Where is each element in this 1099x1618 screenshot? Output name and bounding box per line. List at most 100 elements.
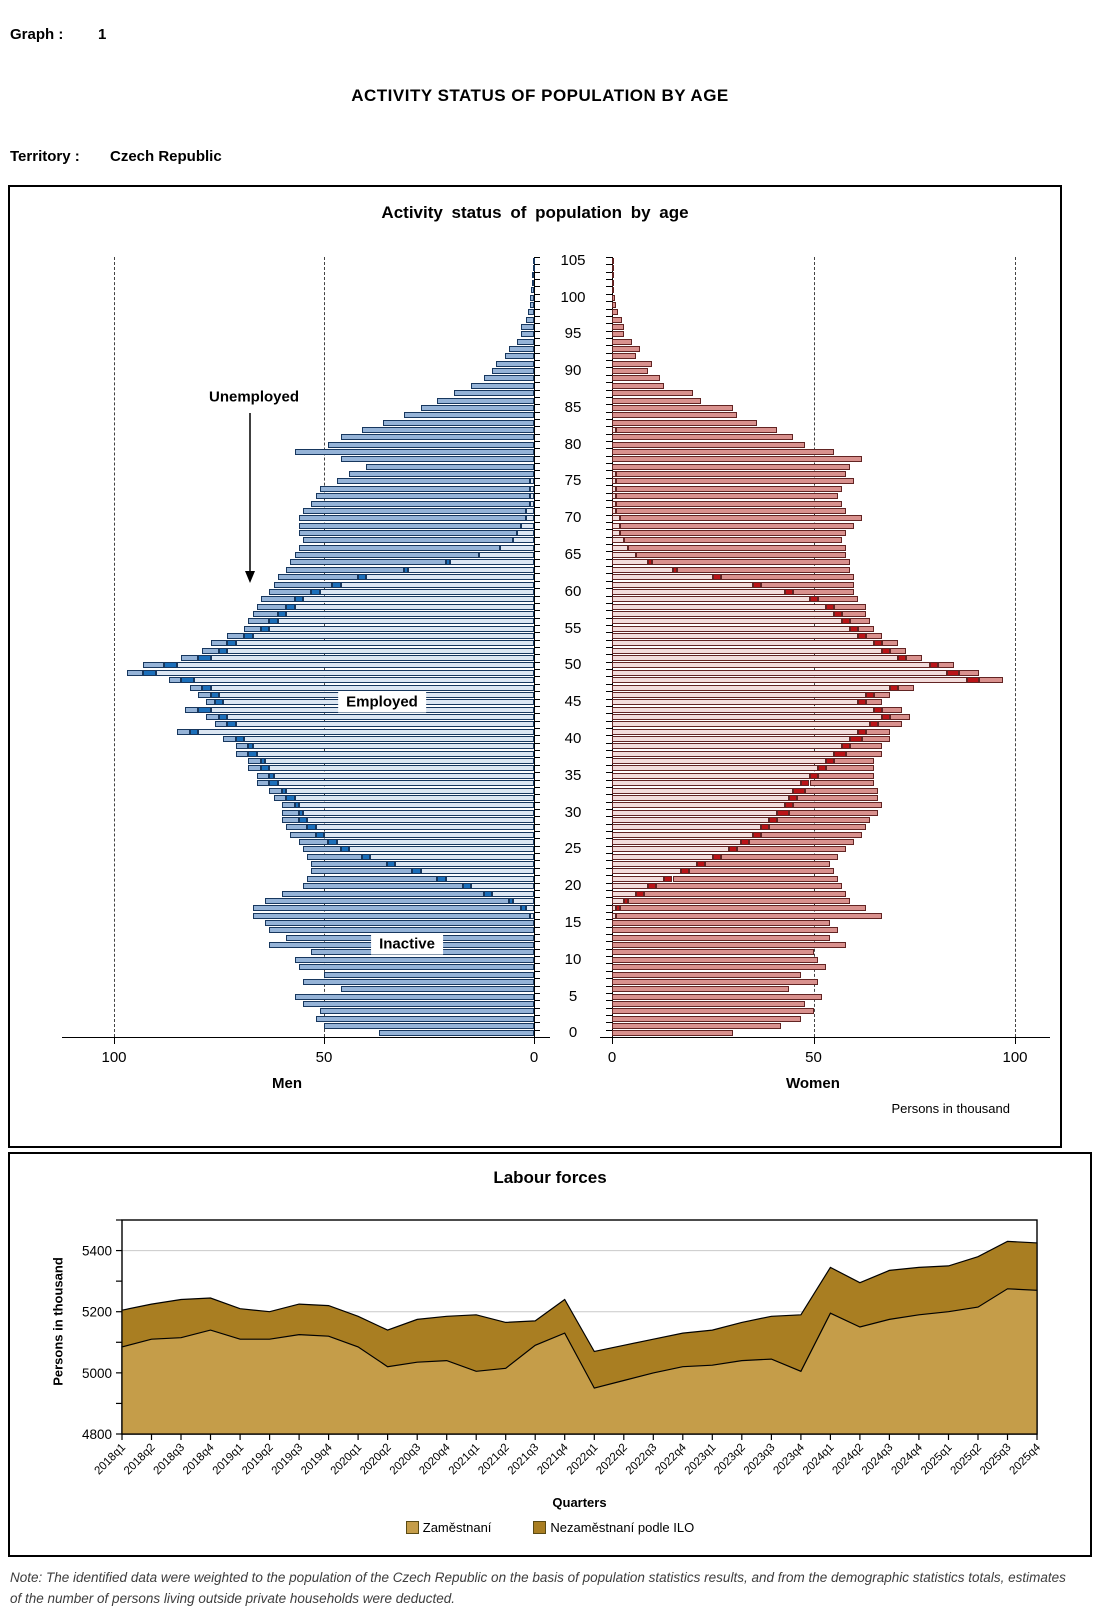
pyramid-bar-men-unemployed-age-37	[261, 758, 266, 765]
pyramid-bar-men-employed-age-69	[521, 522, 534, 529]
pyramid-bar-men-unemployed-age-49	[143, 669, 156, 676]
age-tick	[534, 742, 540, 744]
pyramid-bar-women-unemployed-age-64	[648, 559, 653, 566]
age-tick	[534, 735, 540, 737]
annotation-employed: Employed	[338, 691, 426, 713]
pyramid-bar-women-inactive-age-4	[612, 1000, 806, 1007]
labour-x-tick-label-2025q1: 2025q1	[919, 1442, 955, 1478]
age-tick	[606, 875, 612, 877]
legend-swatch-unemployed-icon	[533, 1521, 547, 1534]
pyramid-bar-women-employed-age-54	[612, 633, 858, 639]
pyramid-bar-women-inactive-age-20	[656, 883, 842, 890]
age-tick	[606, 389, 612, 391]
age-tick	[534, 360, 540, 361]
pyramid-bar-women-employed-age-51	[612, 655, 899, 661]
age-tick	[606, 882, 612, 884]
pyramid-bar-men-inactive-age-99	[529, 301, 534, 308]
x-tick-label-men-100: 100	[101, 1049, 127, 1066]
pyramid-bar-women-employed-age-73	[612, 493, 616, 500]
pyramid-bar-women-employed-age-22	[612, 868, 681, 875]
age-tick	[534, 757, 540, 759]
age-tick	[606, 617, 612, 619]
pyramid-bar-women-inactive-age-85	[612, 404, 733, 411]
pyramid-bar-women-inactive-age-69	[620, 522, 854, 529]
pyramid-bar-men-inactive-age-57	[252, 610, 278, 617]
age-tick	[534, 904, 540, 906]
pyramid-bar-women-unemployed-age-38	[833, 750, 846, 757]
pyramid-bar-men-employed-age-16	[529, 912, 534, 919]
age-tick	[606, 867, 612, 869]
age-tick	[534, 507, 540, 509]
age-tick	[606, 786, 612, 788]
pyramid-bar-men-unemployed-age-29	[298, 816, 308, 823]
pyramid-bar-men-inactive-age-29	[282, 816, 299, 823]
pyramid-bar-men-employed-age-19	[492, 890, 534, 897]
pyramid-bar-men-unemployed-age-40	[235, 736, 245, 742]
pyramid-bar-women-inactive-age-89	[612, 375, 661, 382]
pyramid-bar-women-employed-age-38	[612, 750, 834, 757]
pyramid-bar-women-unemployed-age-52	[882, 647, 891, 654]
age-tick	[606, 845, 612, 847]
age-tick	[606, 772, 612, 774]
pyramid-bar-women-inactive-age-32	[797, 794, 878, 801]
age-tick	[534, 441, 540, 442]
pyramid-bar-women-employed-age-65	[612, 552, 637, 558]
age-tick	[534, 1029, 540, 1031]
pyramid-bar-women-inactive-age-51	[906, 655, 923, 661]
pyramid-bar-women-employed-age-37	[612, 758, 826, 765]
pyramid-bar-men-inactive-age-4	[303, 1000, 534, 1007]
age-tick	[534, 911, 540, 913]
pyramid-bar-men-inactive-age-85	[420, 404, 534, 411]
pyramid-bar-men-employed-age-68	[517, 529, 534, 536]
pyramid-bar-men-inactive-age-59	[261, 596, 295, 603]
age-tick	[534, 676, 540, 678]
age-tick	[534, 323, 540, 325]
age-tick	[534, 875, 540, 877]
age-tick	[606, 463, 612, 464]
labour-x-tick-label-2021q1: 2021q1	[447, 1442, 483, 1478]
age-tick	[606, 911, 612, 913]
age-label-65: 65	[564, 546, 582, 563]
pyramid-bar-women-unemployed-age-47	[890, 684, 899, 691]
pyramid-bar-men-employed-age-51	[210, 655, 534, 661]
age-tick	[534, 992, 540, 994]
pyramid-bar-men-inactive-age-3	[319, 1008, 534, 1015]
pyramid-bar-men-inactive-age-34	[256, 780, 270, 787]
labour-x-tick-label-2024q4: 2024q4	[889, 1441, 925, 1477]
pyramid-bar-men-unemployed-age-52	[219, 647, 228, 654]
pyramid-bar-men-inactive-age-87	[454, 390, 534, 397]
pyramid-bar-women-employed-age-59	[612, 596, 810, 603]
age-tick	[534, 455, 540, 457]
pyramid-bar-men-inactive-age-73	[315, 493, 530, 500]
age-tick	[606, 404, 612, 406]
pyramid-bar-women-employed-age-75	[612, 478, 616, 485]
pyramid-bar-men-unemployed-age-35	[269, 772, 274, 779]
x-tick-label-women-50: 50	[805, 1049, 822, 1066]
pyramid-bar-women-unemployed-age-26	[741, 839, 750, 845]
age-tick	[534, 624, 540, 626]
age-tick	[606, 426, 612, 428]
labour-x-tick-label-2023q3: 2023q3	[742, 1442, 778, 1478]
age-tick	[606, 676, 612, 678]
pyramid-bar-women-employed-age-68	[612, 529, 621, 536]
age-tick	[534, 536, 540, 538]
age-label-75: 75	[564, 472, 582, 490]
legend-label-unemployed: Nezaměstnaní podle ILO	[550, 1520, 695, 1535]
age-tick	[534, 411, 540, 413]
pyramid-bar-men-inactive-age-44	[185, 706, 198, 713]
age-tick	[534, 257, 540, 258]
pyramid-bar-women-inactive-age-5	[612, 993, 822, 1000]
x-tick-men-0	[534, 1037, 535, 1044]
pyramid-bar-women-inactive-age-35	[817, 772, 874, 779]
age-tick	[534, 544, 540, 545]
pyramid-bar-men-unemployed-age-23	[387, 861, 396, 868]
age-label-35: 35	[564, 766, 582, 784]
age-tick	[606, 544, 612, 545]
pyramid-bar-men-employed-age-26	[336, 839, 534, 845]
age-tick	[534, 705, 540, 707]
age-tick	[534, 293, 540, 295]
age-tick	[606, 441, 612, 442]
pyramid-bar-men-inactive-age-64	[290, 559, 446, 566]
pyramid-bar-men-employed-age-31	[298, 802, 534, 809]
pyramid-bar-women-employed-age-17	[612, 905, 616, 912]
